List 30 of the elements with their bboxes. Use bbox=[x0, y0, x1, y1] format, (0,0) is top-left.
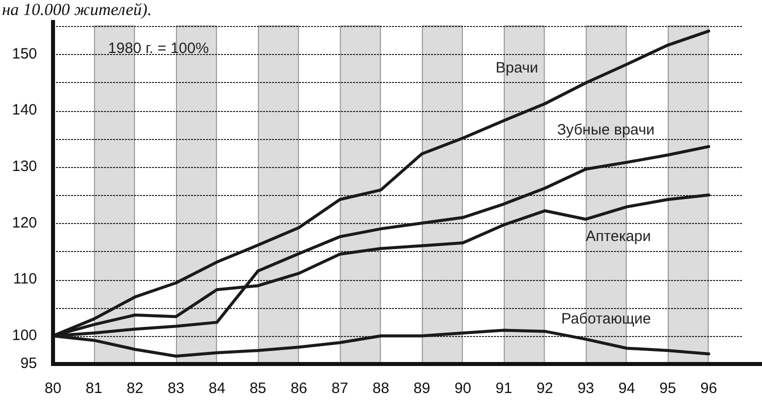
y-tick-label: 140 bbox=[12, 102, 38, 119]
series-label: Зубные врачи bbox=[557, 121, 655, 138]
series-label: Работающие bbox=[561, 310, 652, 328]
x-tick-label: 83 bbox=[168, 380, 184, 398]
series-label: Врачи bbox=[496, 59, 538, 76]
x-tick-label: 91 bbox=[495, 380, 512, 398]
x-tick-label: 84 bbox=[208, 380, 226, 398]
x-tick-label: 82 bbox=[126, 380, 144, 398]
y-tick-label: 110 bbox=[13, 270, 38, 288]
x-tick-label: 89 bbox=[414, 380, 430, 398]
y-tick-label: 100 bbox=[12, 326, 38, 344]
x-tick-label: 93 bbox=[577, 380, 594, 398]
x-tick-label: 96 bbox=[700, 380, 718, 398]
x-tick-label: 95 bbox=[659, 380, 676, 398]
y-tick-label: 95 bbox=[20, 355, 38, 372]
x-tick-label: 92 bbox=[536, 380, 554, 398]
y-tick-label: 130 bbox=[12, 158, 38, 175]
x-tick-label: 81 bbox=[86, 380, 102, 398]
x-tick-label: 90 bbox=[454, 380, 472, 398]
x-tick-label: 94 bbox=[618, 380, 636, 398]
y-tick-label: 150 bbox=[12, 45, 38, 62]
x-tick-label: 87 bbox=[332, 380, 348, 398]
x-tick-label: 80 bbox=[44, 380, 62, 398]
series-label: Аптекари bbox=[586, 228, 651, 245]
x-tick-label: 88 bbox=[372, 380, 390, 398]
x-tick-label: 85 bbox=[250, 380, 266, 398]
y-tick-label: 120 bbox=[12, 214, 38, 232]
chart-title: на 10.000 жителей). bbox=[2, 0, 152, 20]
annotation: 1980 г. = 100% bbox=[108, 40, 209, 58]
x-tick-label: 86 bbox=[290, 380, 308, 398]
